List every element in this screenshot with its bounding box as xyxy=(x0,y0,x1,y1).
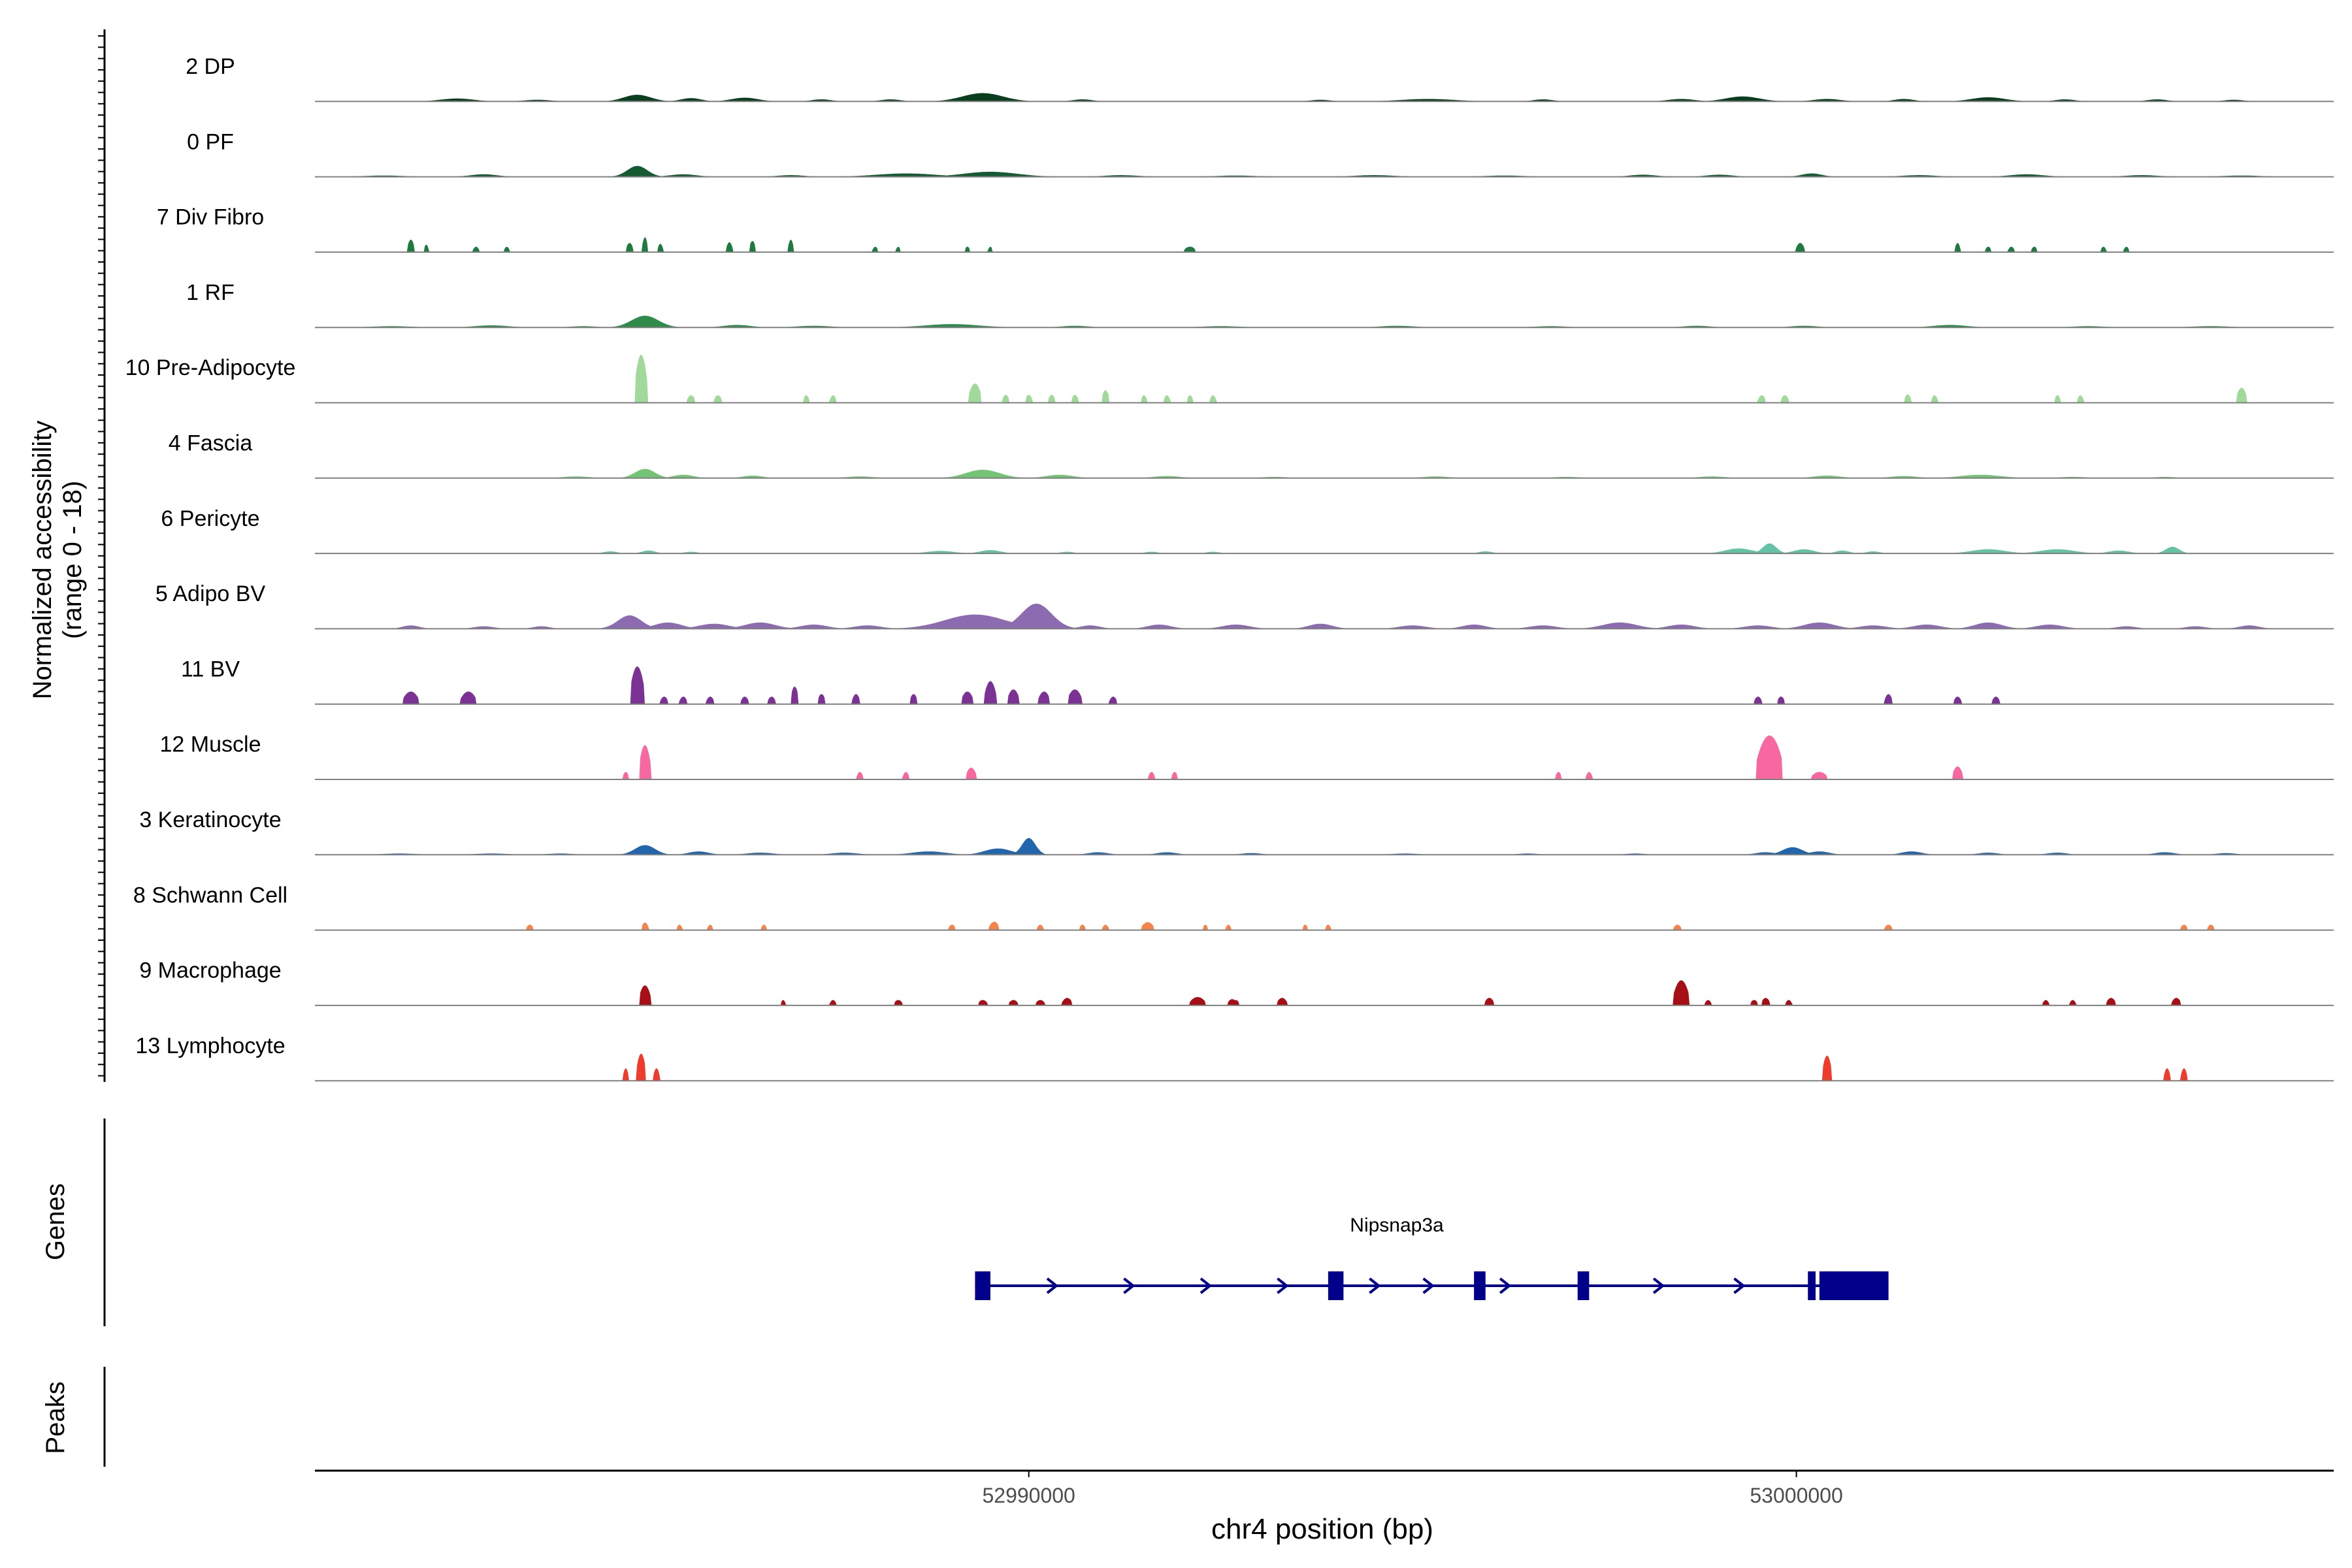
gene-strand-arrow xyxy=(1046,1277,1059,1294)
x-tick-label: 52990000 xyxy=(982,1484,1075,1507)
track: 8 Schwann Cell xyxy=(133,883,2334,931)
coverage-area xyxy=(315,543,2334,554)
x-tick-label: 53000000 xyxy=(1750,1484,1842,1507)
gene-strand-arrow xyxy=(1369,1277,1381,1294)
track-label: 13 Lymphocyte xyxy=(135,1034,285,1058)
coverage-area xyxy=(315,838,2334,855)
track-label: 2 DP xyxy=(186,54,235,79)
coverage-area xyxy=(315,735,2334,779)
track-label: 12 Muscle xyxy=(160,732,261,757)
track: 3 Keratinocyte xyxy=(139,808,2334,856)
x-axis: 52990000 53000000 xyxy=(315,1469,2334,1507)
coverage-area xyxy=(315,237,2334,252)
gene-strand-arrow xyxy=(1733,1277,1746,1294)
gene-strand-arrow xyxy=(1652,1277,1665,1294)
coverage-area xyxy=(315,604,2334,629)
track: 0 PF xyxy=(187,129,2334,178)
track-label: 11 BV xyxy=(181,657,240,681)
track: 13 Lymphocyte xyxy=(135,1034,2334,1082)
gene-strand-arrow xyxy=(1499,1277,1512,1294)
track: 12 Muscle xyxy=(160,732,2334,780)
track: 9 Macrophage xyxy=(139,958,2334,1006)
gene-strand-arrow xyxy=(1123,1277,1135,1294)
track-label: 1 RF xyxy=(186,280,235,305)
track: 2 DP xyxy=(186,54,2334,103)
track-label: 3 Keratinocyte xyxy=(139,808,281,832)
track-label: 8 Schwann Cell xyxy=(133,883,287,907)
gene-exon xyxy=(975,1271,990,1300)
coverage-area xyxy=(315,468,2334,478)
gene-exon xyxy=(1577,1271,1590,1300)
track: 1 RF xyxy=(186,280,2334,329)
gene-exon xyxy=(1808,1271,1816,1300)
x-axis-title: chr4 position (bp) xyxy=(1211,1513,1433,1545)
coverage-area xyxy=(315,354,2334,403)
coverage-area xyxy=(315,921,2334,930)
gene-exon xyxy=(1328,1271,1344,1300)
gene-track xyxy=(975,1271,1889,1300)
track: 6 Pericyte xyxy=(161,506,2334,555)
peaks-track-label: Peaks xyxy=(41,1381,70,1454)
track: 7 Div Fibro xyxy=(157,205,2334,253)
track-label: 5 Adipo BV xyxy=(155,581,266,606)
gene-exon xyxy=(1474,1271,1486,1300)
coverage-area xyxy=(315,166,2334,177)
track-label: 4 Fascia xyxy=(169,431,253,456)
track-label: 0 PF xyxy=(187,129,234,154)
track-label: 9 Macrophage xyxy=(139,958,281,983)
coverage-tracks: 2 DP 0 PF 7 Div Fibro 1 RF 10 Pre-Adipocyte 4… xyxy=(125,54,2334,1082)
gene-strand-arrow xyxy=(1422,1277,1435,1294)
track-label: 6 Pericyte xyxy=(161,506,259,531)
track-label: 10 Pre-Adipocyte xyxy=(125,355,296,380)
genes-track-label: Genes xyxy=(41,1183,70,1260)
gene-name-label: Nipsnap3a xyxy=(1350,1215,1444,1236)
track: 5 Adipo BV xyxy=(155,581,2334,630)
coverage-area xyxy=(315,1053,2334,1081)
track: 10 Pre-Adipocyte xyxy=(125,354,2334,404)
track-label: 7 Div Fibro xyxy=(157,205,264,230)
gene-strand-arrow xyxy=(1277,1277,1289,1294)
gene-exon xyxy=(1819,1271,1889,1300)
track: 4 Fascia xyxy=(169,431,2334,479)
y-axis-label-line1: Normalized accessibility xyxy=(28,421,57,700)
coverage-area xyxy=(315,316,2334,328)
y-axis-label-line2: (range 0 - 18) xyxy=(58,481,87,639)
coverage-area xyxy=(315,93,2334,102)
coverage-area xyxy=(315,980,2334,1005)
y-axis xyxy=(98,29,106,1082)
track: 11 BV xyxy=(181,657,2334,705)
coverage-area xyxy=(315,666,2334,704)
gene-strand-arrow xyxy=(1200,1277,1213,1294)
